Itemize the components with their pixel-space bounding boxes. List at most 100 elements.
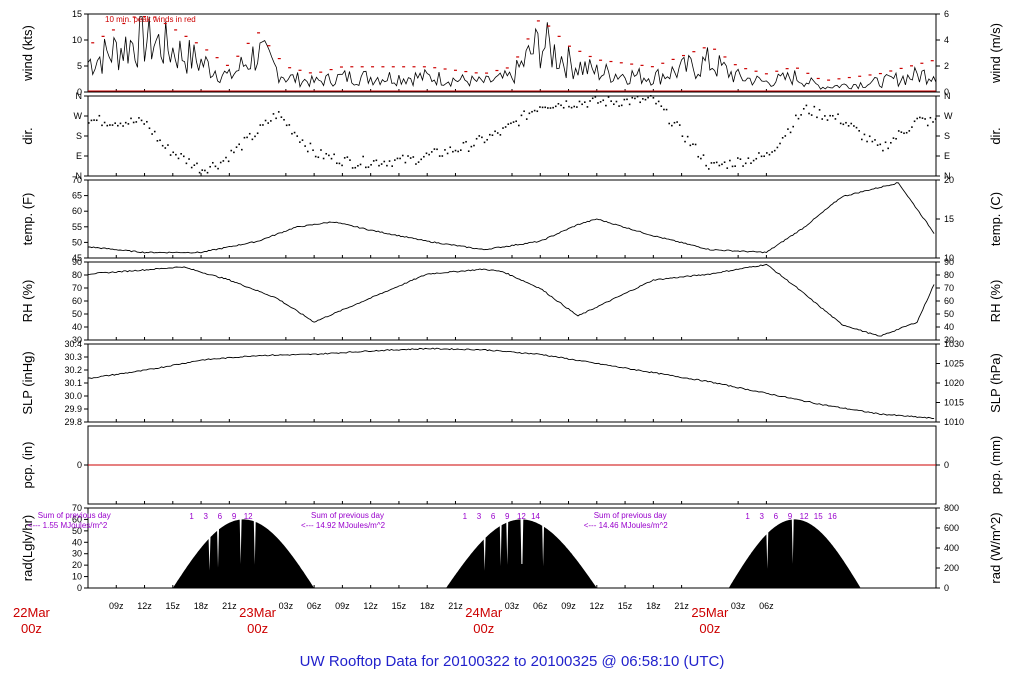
time-tick-label: 03z (731, 601, 746, 611)
ylabel-left: temp. (F) (20, 193, 35, 246)
panel-5: 0 0 pcp. (in) pcp. (mm) (20, 425, 1003, 505)
dir-point (280, 116, 283, 118)
dir-point (88, 122, 90, 124)
dir-point (742, 165, 744, 167)
dir-point (365, 166, 367, 169)
dir-point (351, 167, 354, 169)
right-tick-label: 1025 (944, 359, 964, 369)
panel-frame (87, 13, 937, 93)
time-tick-label: 15z (618, 601, 633, 611)
dir-point (657, 100, 660, 103)
dir-point (372, 160, 375, 162)
dir-point (750, 162, 752, 165)
dir-point (570, 106, 573, 109)
dir-point (127, 123, 130, 125)
dir-point (911, 126, 913, 128)
left-tick-label: 50 (72, 237, 82, 247)
dir-point (243, 136, 246, 139)
dir-point (217, 167, 219, 170)
time-tick-label: 12z (363, 601, 378, 611)
dir-point (631, 96, 634, 99)
dir-point (810, 114, 813, 116)
dir-point (689, 144, 692, 147)
dir-point (718, 164, 721, 167)
left-tick-label: 0 (77, 583, 82, 593)
wind-annotation: 10 min. peak winds in red (105, 15, 196, 24)
dir-point (291, 132, 293, 135)
dir-point (481, 136, 483, 139)
dir-point (246, 136, 248, 139)
time-tick-label: 21z (674, 601, 689, 611)
dir-point (887, 147, 889, 150)
dir-point (430, 151, 433, 153)
dir-point (388, 160, 391, 162)
dir-point (354, 166, 357, 169)
dir-point (607, 96, 610, 98)
dir-point (489, 133, 491, 136)
dir-point (858, 130, 860, 132)
dir-point (103, 121, 106, 124)
dir-point (744, 162, 747, 165)
dir-point (781, 136, 784, 139)
dir-point (148, 127, 151, 130)
hour-label: 9 (505, 512, 510, 521)
dir-point (330, 157, 333, 160)
hour-label: 16 (828, 512, 837, 521)
dir-point (153, 130, 156, 133)
dir-point (95, 119, 98, 122)
left-tick-label: 0 (77, 460, 82, 470)
dir-point (779, 142, 781, 145)
dir-point (916, 117, 919, 120)
dir-point (934, 118, 937, 120)
dir-point (201, 169, 204, 171)
dir-point (921, 117, 924, 119)
left-tick-label: 40 (72, 322, 82, 332)
dir-point (473, 144, 475, 147)
dir-point (892, 137, 895, 139)
dir-point (847, 125, 850, 127)
dir-point (446, 152, 449, 155)
dir-point (913, 120, 916, 123)
dir-point (122, 125, 124, 127)
series-line-3 (87, 263, 935, 337)
dir-point (449, 146, 452, 149)
dir-point (333, 153, 335, 156)
dir-point (140, 119, 143, 122)
dir-point (752, 159, 755, 162)
dir-point (726, 167, 729, 169)
dir-point (264, 119, 267, 122)
dir-point (929, 116, 932, 119)
dir-point (151, 133, 153, 135)
dir-point (180, 152, 182, 155)
dir-point (283, 118, 285, 121)
dir-point (707, 168, 710, 170)
ylabel-right: dir. (988, 127, 1003, 144)
dir-point (478, 135, 481, 137)
dir-point (831, 114, 834, 117)
dir-point (404, 161, 407, 164)
dir-point (842, 123, 845, 126)
dir-point (868, 135, 871, 138)
dir-point (259, 124, 262, 126)
dir-point (797, 117, 800, 120)
dir-point (262, 124, 264, 126)
left-tick-label: 30.0 (64, 391, 82, 401)
dir-point (401, 154, 404, 157)
time-tick-label: 21z (222, 601, 237, 611)
radiation-area-day-2 (446, 519, 597, 588)
dir-point (676, 121, 678, 123)
dir-point (341, 164, 343, 167)
dir-point (681, 135, 684, 137)
dir-point (507, 123, 510, 125)
dir-point (475, 137, 478, 140)
dir-point (101, 124, 103, 127)
dir-point (130, 117, 132, 120)
dir-point (111, 124, 114, 126)
dir-point (560, 104, 562, 107)
dir-point (504, 126, 507, 128)
dir-point (346, 156, 349, 158)
dir-point (573, 105, 576, 108)
dir-point (684, 140, 686, 143)
time-tick-label: 09z (109, 601, 124, 611)
